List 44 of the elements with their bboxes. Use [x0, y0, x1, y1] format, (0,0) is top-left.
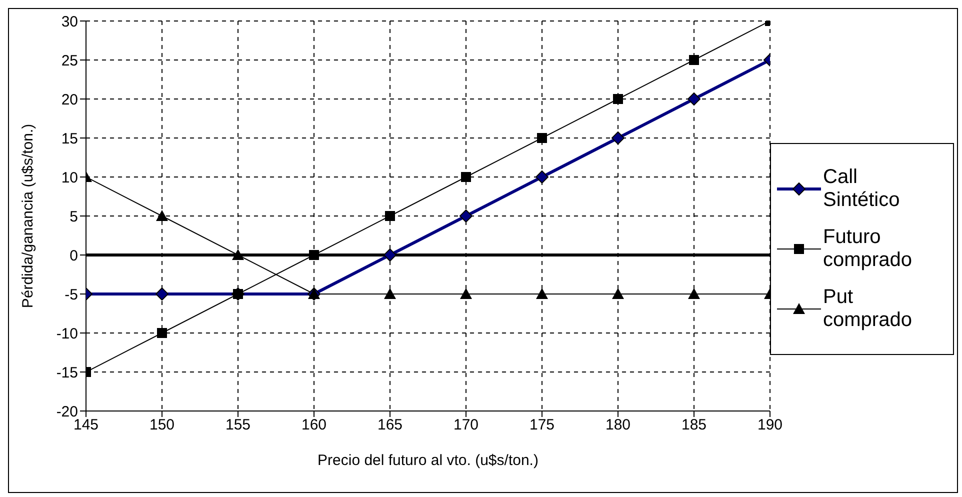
y-tick-label: 5: [70, 208, 78, 226]
point: [385, 211, 395, 221]
y-tick-label: -5: [64, 286, 78, 304]
point: [460, 210, 472, 222]
x-tick-label: 185: [681, 416, 707, 434]
point: [537, 133, 547, 143]
legend-label: Futuro comprado: [823, 226, 913, 272]
point: [536, 170, 548, 184]
y-tick-label: 30: [61, 13, 78, 30]
legend-label: Call Sintético: [823, 166, 901, 212]
y-tick-label: -10: [56, 325, 78, 342]
point: [688, 288, 700, 299]
point: [460, 288, 472, 299]
point: [688, 92, 700, 106]
point: [612, 288, 624, 299]
x-tick-label: 165: [377, 416, 403, 434]
x-axis-title: Precio del futuro al vto. (u$s/ton.): [318, 452, 538, 469]
y-tick-label: 20: [61, 91, 78, 108]
x-tick-label: 175: [529, 416, 555, 434]
x-tick-label: 180: [605, 416, 631, 434]
x-tick-label: 155: [225, 416, 251, 434]
point: [536, 288, 548, 299]
point: [232, 249, 244, 260]
x-tick-label: 160: [301, 416, 327, 434]
point: [156, 288, 168, 300]
point: [689, 55, 699, 65]
legend-label: Put comprado: [823, 286, 913, 332]
point: [612, 132, 624, 144]
point: [157, 328, 167, 338]
x-tick-label: 190: [757, 416, 783, 434]
y-axis-title: Pérdida/ganancia (u$s/ton.): [19, 124, 36, 308]
point: [156, 210, 168, 221]
x-tick-label: 170: [453, 416, 479, 434]
point: [613, 94, 623, 104]
point: [309, 250, 319, 260]
point: [461, 172, 471, 182]
y-tick-label: 25: [61, 52, 78, 70]
point: [384, 288, 396, 299]
y-tick-label: 0: [70, 247, 78, 264]
x-tick-label: 150: [149, 416, 175, 434]
y-tick-label: -15: [56, 364, 78, 382]
y-tick-label: 10: [61, 169, 78, 186]
point: [384, 248, 396, 262]
y-tick-label: 15: [61, 130, 78, 148]
